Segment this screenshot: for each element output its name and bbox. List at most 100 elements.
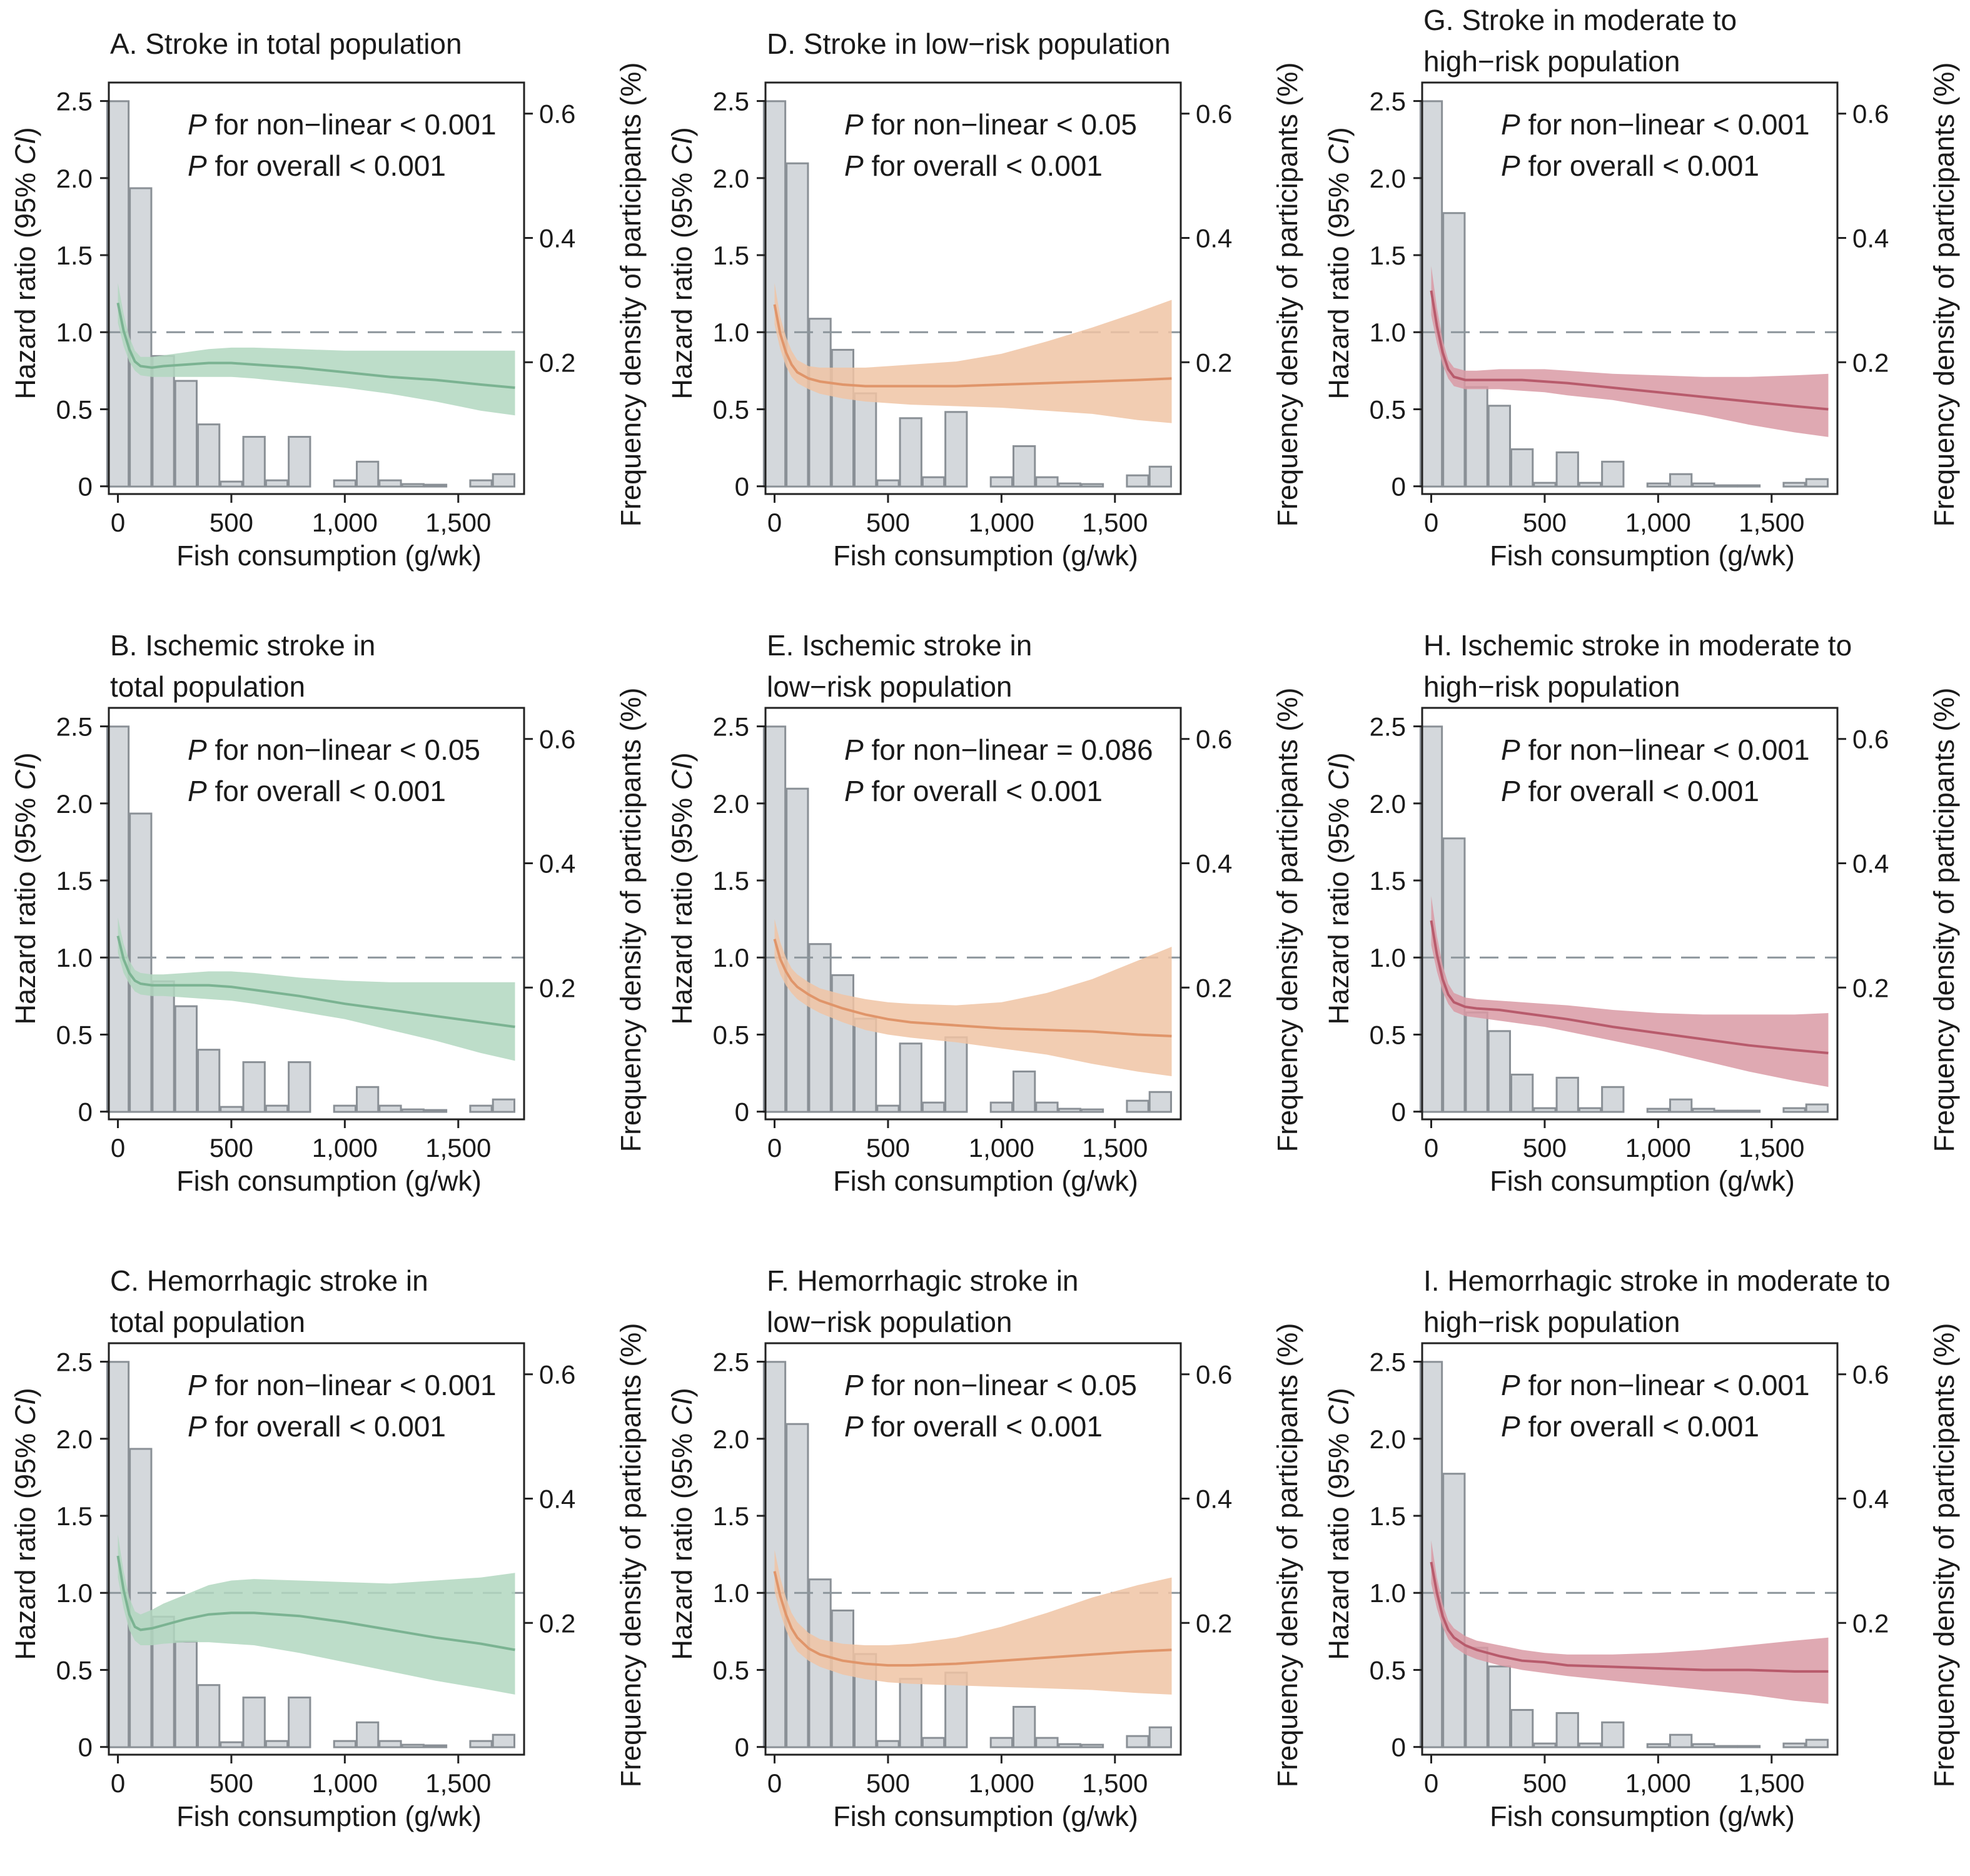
histogram-bar bbox=[265, 1740, 289, 1748]
y-left-tick-label: 2.0 bbox=[1370, 164, 1406, 193]
histogram-bar bbox=[808, 943, 832, 1113]
y-right-tick-label: 0.4 bbox=[1196, 849, 1232, 878]
y-left-tick-label: 0.5 bbox=[713, 1020, 749, 1049]
histogram-bar bbox=[1035, 1737, 1059, 1748]
histogram-bar bbox=[1487, 1030, 1512, 1113]
histogram-bar bbox=[944, 411, 968, 488]
y-left-tick-label: 0.5 bbox=[713, 395, 749, 424]
histogram-bar bbox=[1035, 1101, 1059, 1113]
p-nonlinear-label: P for non−linear < 0.001 bbox=[1501, 734, 1810, 766]
y-left-axis-label: Hazard ratio (95% CI) bbox=[9, 127, 41, 399]
histogram-bar bbox=[1669, 1098, 1693, 1113]
y-left-tick-label: 2.5 bbox=[1370, 712, 1406, 742]
histogram-bar bbox=[1555, 1712, 1579, 1748]
y-right-tick-label: 0.6 bbox=[539, 99, 575, 129]
y-right-tick-label: 0.6 bbox=[1196, 725, 1232, 754]
plot-frame bbox=[108, 81, 525, 495]
x-tick-label: 1,500 bbox=[425, 1133, 491, 1162]
p-nonlinear-label: P for non−linear = 0.086 bbox=[844, 734, 1153, 766]
histogram-bar bbox=[1555, 1076, 1579, 1113]
y-right-axis-label: Frequency density of participants (%) bbox=[1271, 63, 1303, 527]
x-tick-label: 1,000 bbox=[312, 508, 378, 537]
y-left-axis-label: Hazard ratio (95% CI) bbox=[1323, 752, 1355, 1024]
p-overall-label: P for overall < 0.001 bbox=[188, 1410, 446, 1443]
histogram-bar bbox=[921, 1737, 946, 1748]
confidence-band bbox=[774, 919, 1172, 1076]
p-overall-label: P for overall < 0.001 bbox=[844, 149, 1103, 182]
y-left-tick-label: 1.5 bbox=[1370, 241, 1406, 270]
plot-frame bbox=[108, 1342, 525, 1756]
histogram-bar bbox=[1714, 1745, 1738, 1748]
y-right-tick-label: 0.2 bbox=[1196, 973, 1232, 1002]
x-tick-label: 500 bbox=[210, 1133, 253, 1162]
x-tick-label: 500 bbox=[1523, 1768, 1567, 1798]
y-right-tick-label: 0.6 bbox=[1852, 725, 1889, 754]
histogram-bar bbox=[1646, 1107, 1670, 1113]
y-right-tick-label: 0.6 bbox=[1852, 99, 1889, 129]
y-left-tick-label: 1.0 bbox=[56, 1578, 93, 1608]
y-left-tick-label: 0 bbox=[78, 472, 93, 502]
y-left-tick-label: 1.5 bbox=[713, 241, 749, 270]
x-tick-label: 1,000 bbox=[1625, 1133, 1691, 1162]
chart-svg: B. Ischemic stroke in total population 0 50… bbox=[9, 629, 647, 1197]
y-left-tick-label: 2.5 bbox=[1370, 1348, 1406, 1377]
y-left-tick-label: 2.5 bbox=[1370, 87, 1406, 116]
histogram-bar bbox=[423, 483, 448, 488]
histogram-bar bbox=[1126, 1099, 1149, 1113]
x-tick-label: 1,500 bbox=[1739, 1768, 1804, 1798]
p-nonlinear-label: P for non−linear < 0.001 bbox=[1501, 1369, 1810, 1401]
histogram-bar bbox=[1080, 1108, 1104, 1113]
hazard-ratio-curve bbox=[773, 1571, 1172, 1667]
histogram-bar bbox=[1510, 1073, 1534, 1113]
histogram-bar bbox=[899, 1042, 922, 1113]
y-left-label-ci: CI bbox=[9, 136, 41, 164]
panel-e: E. Ischemic stroke in low−risk population… bbox=[657, 625, 1313, 1241]
histogram-bar bbox=[1805, 478, 1829, 488]
hazard-ratio-curve bbox=[116, 935, 515, 1029]
x-axis-label: Fish consumption (g/wk) bbox=[833, 1165, 1138, 1197]
histogram-bar bbox=[1533, 1107, 1557, 1113]
p-overall-label: P for overall < 0.001 bbox=[1501, 775, 1759, 807]
y-right-tick-label: 0.4 bbox=[539, 849, 575, 878]
histogram-bar bbox=[265, 1104, 289, 1113]
y-left-label-ci: CI bbox=[9, 762, 41, 790]
plot-frame bbox=[1421, 707, 1839, 1121]
histogram-bar bbox=[1714, 1109, 1738, 1113]
histogram-bar bbox=[1692, 1743, 1715, 1748]
x-tick-label: 1,500 bbox=[425, 508, 491, 537]
histogram-bar bbox=[785, 1423, 809, 1748]
y-left-tick-label: 2.5 bbox=[713, 712, 749, 742]
x-tick-label: 0 bbox=[767, 508, 782, 537]
y-left-tick-label: 0 bbox=[1392, 472, 1406, 502]
x-tick-label: 500 bbox=[866, 1133, 910, 1162]
histogram-bar bbox=[1148, 1726, 1172, 1748]
y-right-tick-label: 0.6 bbox=[1196, 1360, 1232, 1389]
histogram-bar bbox=[469, 1104, 493, 1113]
confidence-band bbox=[774, 283, 1172, 423]
histogram-bar bbox=[989, 1101, 1013, 1113]
histogram-bar bbox=[1419, 100, 1443, 488]
x-tick-label: 0 bbox=[1424, 508, 1438, 537]
histogram-bar bbox=[333, 479, 356, 488]
y-right-axis-label: Frequency density of participants (%) bbox=[615, 688, 647, 1152]
histogram-bar bbox=[1148, 1091, 1172, 1113]
p-overall-label: P for overall < 0.001 bbox=[188, 775, 446, 807]
hazard-ratio-curve bbox=[1430, 1561, 1829, 1673]
y-left-tick-label: 2.0 bbox=[713, 789, 749, 819]
y-left-tick-label: 1.5 bbox=[1370, 1501, 1406, 1531]
y-left-tick-label: 1.5 bbox=[56, 241, 93, 270]
y-left-label-text: Hazard ratio (95% bbox=[666, 164, 698, 399]
histogram-bar bbox=[1737, 1109, 1761, 1113]
x-tick-label: 1,500 bbox=[1082, 1768, 1148, 1798]
y-right-axis-label: Frequency density of participants (%) bbox=[1271, 1323, 1303, 1788]
y-left-tick-label: 2.5 bbox=[713, 87, 749, 116]
histogram-bar bbox=[197, 1684, 221, 1748]
panel-title: C. Hemorrhagic stroke in bbox=[110, 1264, 428, 1297]
p-nonlinear-label: P for non−linear < 0.05 bbox=[844, 108, 1137, 141]
histogram-bar bbox=[921, 476, 946, 488]
y-right-tick-label: 0.4 bbox=[1852, 1484, 1889, 1513]
x-tick-label: 1,000 bbox=[1625, 1768, 1691, 1798]
x-tick-label: 1,000 bbox=[969, 508, 1034, 537]
histogram-bar bbox=[1782, 482, 1806, 488]
confidence-band bbox=[1431, 895, 1829, 1087]
